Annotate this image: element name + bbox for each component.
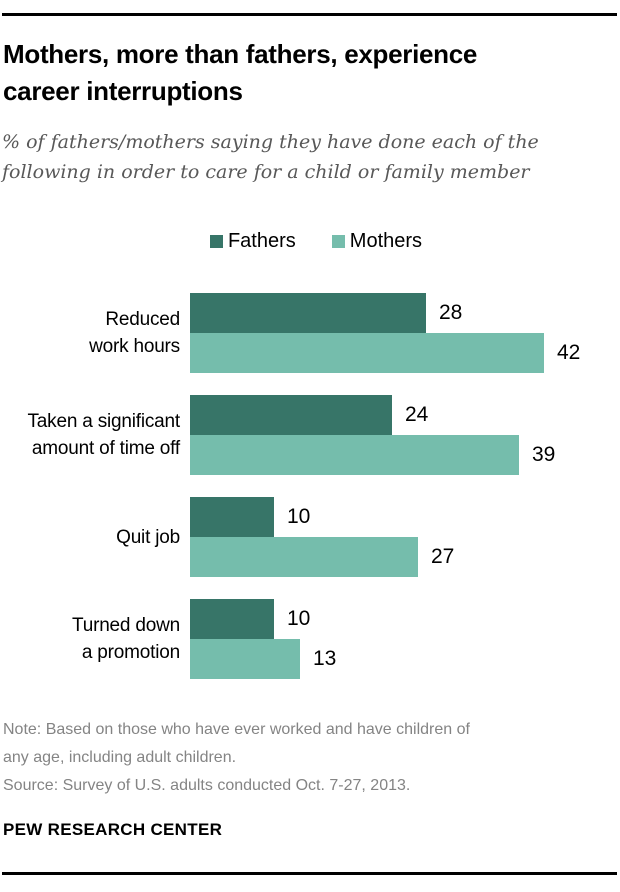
bar-pair: 24 39 bbox=[190, 395, 620, 475]
bar-row: Reduced work hours 28 42 bbox=[0, 293, 620, 373]
mothers-value-label: 39 bbox=[532, 443, 556, 466]
footnote: Note: Based on those who have ever worke… bbox=[3, 716, 616, 800]
category-label: Turned down a promotion bbox=[72, 615, 180, 663]
mothers-bar bbox=[190, 537, 418, 577]
page-title: Mothers, more than fathers, experience c… bbox=[3, 36, 616, 110]
category-label: Reduced work hours bbox=[89, 309, 180, 357]
fathers-value-label: 28 bbox=[439, 301, 463, 324]
bar-chart: Reduced work hours 28 42 Taken a signific… bbox=[0, 293, 620, 701]
pew-research-center-wordmark: PEW RESEARCH CENTER bbox=[3, 820, 223, 839]
source-line: Source: Survey of U.S. adults conducted … bbox=[3, 777, 411, 794]
legend-label-fathers: Fathers bbox=[227, 230, 296, 252]
fathers-value-label: 10 bbox=[287, 505, 311, 528]
bar-pair: 10 13 bbox=[190, 599, 620, 679]
bar-pair: 10 27 bbox=[190, 497, 620, 577]
mothers-bar bbox=[190, 435, 519, 475]
fathers-swatch bbox=[209, 235, 223, 248]
legend-item-mothers: Mothers bbox=[331, 230, 423, 253]
category-label: Quit job bbox=[116, 526, 180, 548]
note-line-2: any age, including adult children. bbox=[3, 749, 237, 766]
bar-row: Turned down a promotion 10 13 bbox=[0, 599, 620, 679]
mothers-value-label: 13 bbox=[313, 647, 337, 670]
bar-row: Quit job 10 27 bbox=[0, 497, 620, 577]
title-line-2: career interruptions bbox=[3, 76, 243, 106]
fathers-bar-line: 10 bbox=[190, 599, 620, 639]
fathers-bar-line: 28 bbox=[190, 293, 620, 333]
fathers-bar-line: 24 bbox=[190, 395, 620, 435]
mothers-bar bbox=[190, 639, 300, 679]
fathers-bar bbox=[190, 293, 426, 333]
category-label: Taken a significant amount of time off bbox=[27, 411, 180, 459]
mothers-value-label: 27 bbox=[431, 545, 455, 568]
fathers-bar bbox=[190, 599, 274, 639]
top-divider bbox=[2, 13, 617, 16]
mothers-bar-line: 39 bbox=[190, 435, 620, 475]
fathers-value-label: 10 bbox=[287, 607, 311, 630]
legend-label-mothers: Mothers bbox=[349, 230, 423, 252]
fathers-bar-line: 10 bbox=[190, 497, 620, 537]
bar-row: Taken a significant amount of time off 24… bbox=[0, 395, 620, 475]
fathers-value-label: 24 bbox=[405, 403, 429, 426]
mothers-value-label: 42 bbox=[557, 341, 581, 364]
mothers-swatch bbox=[331, 235, 345, 248]
title-line-1: Mothers, more than fathers, experience bbox=[3, 39, 478, 69]
mothers-bar-line: 27 bbox=[190, 537, 620, 577]
mothers-bar bbox=[190, 333, 544, 373]
fathers-bar bbox=[190, 395, 392, 435]
subtitle-line-2: following in order to care for a child o… bbox=[2, 161, 530, 183]
note-line-1: Note: Based on those who have ever worke… bbox=[3, 721, 470, 738]
mothers-bar-line: 13 bbox=[190, 639, 620, 679]
legend-item-fathers: Fathers bbox=[209, 230, 296, 253]
subtitle-line-1: % of fathers/mothers saying they have do… bbox=[2, 131, 539, 153]
bar-pair: 28 42 bbox=[190, 293, 620, 373]
fathers-bar bbox=[190, 497, 274, 537]
bottom-divider bbox=[2, 872, 617, 875]
mothers-bar-line: 42 bbox=[190, 333, 620, 373]
chart-subtitle: % of fathers/mothers saying they have do… bbox=[2, 127, 616, 187]
legend: Fathers Mothers bbox=[0, 230, 620, 253]
